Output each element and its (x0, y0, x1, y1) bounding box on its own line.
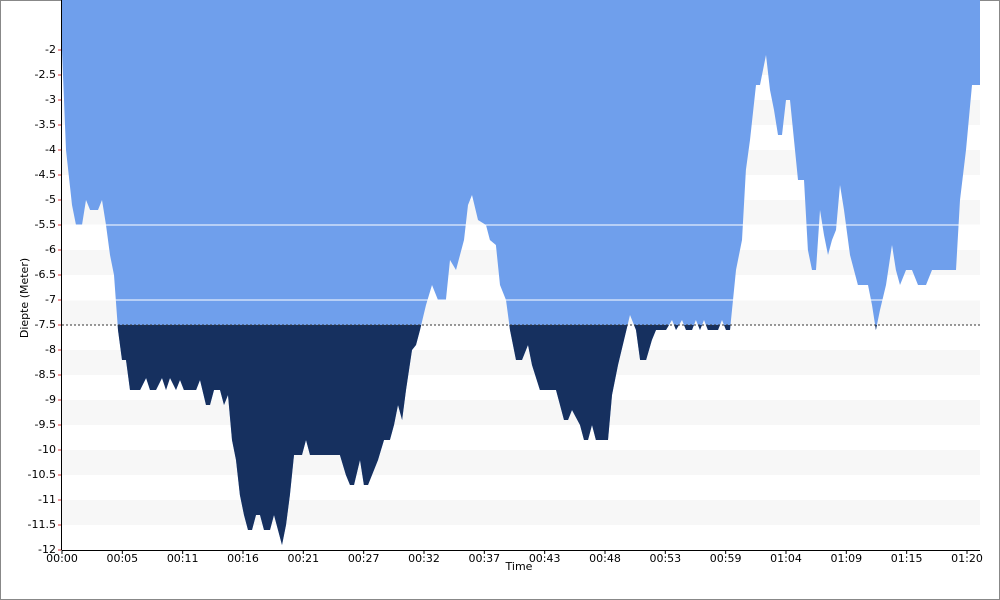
x-tick-label: 00:11 (167, 552, 199, 565)
x-tick-label: 00:53 (649, 552, 681, 565)
x-tick-label: 01:09 (830, 552, 862, 565)
deep-area (117, 325, 877, 545)
y-tick-label: -6.5 (35, 268, 56, 281)
x-tick-label: 00:43 (529, 552, 561, 565)
y-tick-label: -3.5 (35, 118, 56, 131)
y-tick-label: -9 (45, 393, 56, 406)
y-tick-label: -12 (38, 543, 56, 556)
y-tick-label: -6 (45, 243, 56, 256)
x-tick-label: 01:20 (951, 552, 983, 565)
y-tick-label: -5 (45, 193, 56, 206)
x-tick-label: 00:05 (106, 552, 138, 565)
y-tick-label: -8.5 (35, 368, 56, 381)
x-tick-label: 01:15 (891, 552, 923, 565)
y-tick-label: -4 (45, 143, 56, 156)
background-band (62, 400, 980, 425)
y-tick-label: -9.5 (35, 418, 56, 431)
y-tick-label: -11.5 (28, 518, 56, 531)
y-tick-label: -3 (45, 93, 56, 106)
y-tick-label: -4.5 (35, 168, 56, 181)
y-tick-label: -8 (45, 343, 56, 356)
x-tick-label: 00:32 (408, 552, 440, 565)
y-tick-label: -10.5 (28, 468, 56, 481)
y-tick-label: -2.5 (35, 68, 56, 81)
x-tick-label: 01:04 (770, 552, 802, 565)
y-tick-label: -7.5 (35, 318, 56, 331)
y-tick-label: -11 (38, 493, 56, 506)
background-band (62, 450, 980, 475)
y-tick-label: -7 (45, 293, 56, 306)
y-tick-label: -10 (38, 443, 56, 456)
x-tick-label: 00:37 (468, 552, 500, 565)
x-tick-label: 00:16 (227, 552, 259, 565)
x-tick-label: 00:21 (287, 552, 319, 565)
x-tick-label: 00:00 (46, 552, 78, 565)
x-tick-label: 00:27 (348, 552, 380, 565)
x-tick-label: 00:48 (589, 552, 621, 565)
y-tick-label: -2 (45, 43, 56, 56)
y-axis-label: Diepte (Meter) (18, 258, 31, 338)
y-tick-label: -5.5 (35, 218, 56, 231)
x-tick-label: 00:59 (710, 552, 742, 565)
x-axis-label: Time (505, 560, 533, 573)
background-band (62, 500, 980, 525)
